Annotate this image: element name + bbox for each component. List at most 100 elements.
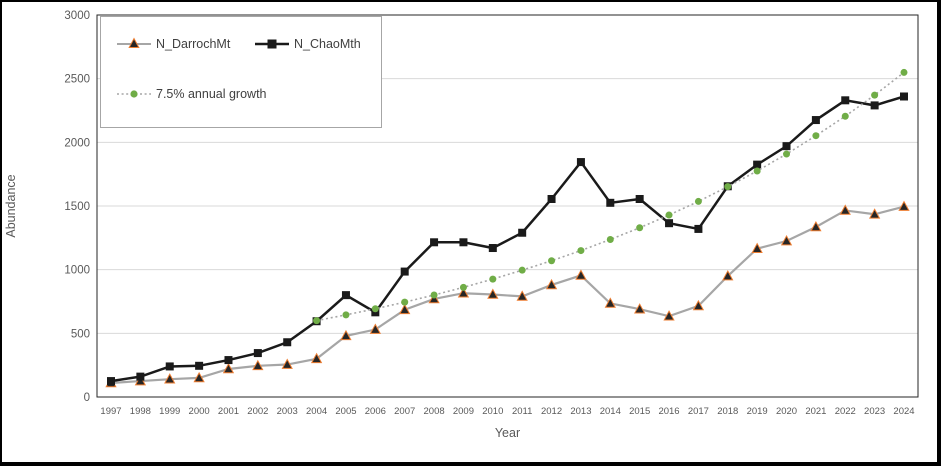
- x-tick-label: 2000: [189, 406, 210, 417]
- chaomth-point: [694, 224, 703, 233]
- legend-row-2: 7.5% annual growth: [117, 87, 381, 101]
- legend-label-darrochmt: N_DarrochMt: [156, 37, 231, 51]
- x-tick-label: 2020: [776, 406, 797, 417]
- chaomth-point: [136, 372, 145, 381]
- darrochmt-point: [340, 329, 352, 341]
- growth-point: [694, 197, 702, 205]
- growth-point: [489, 275, 497, 283]
- chaomth-point: [870, 101, 879, 110]
- x-tick-label: 2014: [600, 406, 621, 417]
- chaomth-point: [459, 238, 468, 247]
- x-tick-label: 2011: [512, 406, 532, 417]
- x-tick-label: 2008: [424, 406, 445, 417]
- legend-item-growth: 7.5% annual growth: [117, 87, 267, 101]
- chaomth-point: [488, 244, 497, 253]
- darrochmt-point: [663, 310, 675, 321]
- darrochmt-point: [222, 362, 235, 374]
- darrochmt-point: [369, 323, 381, 334]
- x-tick-label: 2016: [658, 406, 679, 417]
- chaomth-point: [107, 377, 115, 386]
- darrochmt-point: [487, 288, 499, 299]
- chaomth-point: [195, 361, 204, 370]
- darrochmt-point: [575, 269, 587, 280]
- darrochmt-point: [810, 220, 822, 232]
- darrochmt-point: [164, 373, 176, 384]
- growth-point: [577, 247, 585, 255]
- darrochmt-point: [604, 297, 616, 308]
- y-tick-label: 2500: [64, 74, 90, 86]
- growth-point: [313, 317, 321, 325]
- growth-point: [665, 211, 673, 219]
- growth-point: [548, 257, 556, 265]
- legend: N_DarrochMt N_ChaoMth 7.5% annual growth: [100, 16, 382, 128]
- y-tick-label: 0: [84, 392, 90, 404]
- chaomth-point: [253, 349, 262, 358]
- y-tick-label: 1000: [64, 265, 90, 277]
- chaomth-point: [341, 291, 350, 300]
- chaomth-point: [576, 158, 585, 167]
- darrochmt-point: [457, 287, 470, 298]
- y-tick-label: 3000: [64, 10, 90, 22]
- growth-point: [459, 283, 467, 291]
- growth-dotted-marker-icon: [117, 90, 151, 98]
- x-tick-label: 2024: [893, 406, 914, 417]
- x-tick-label: 2017: [688, 406, 709, 417]
- x-tick-label: 2010: [482, 406, 503, 417]
- chaomth-point: [782, 142, 791, 151]
- legend-item-chaomth: N_ChaoMth: [255, 37, 361, 51]
- legend-row-1: N_DarrochMt N_ChaoMth: [117, 37, 381, 51]
- x-tick-label: 2007: [394, 406, 415, 417]
- darrochmt-point: [751, 242, 763, 253]
- x-tick-label: 1997: [100, 406, 121, 417]
- darrochmt-point: [868, 208, 881, 219]
- darrochmt-point: [193, 371, 205, 383]
- chaomth-point: [518, 228, 527, 237]
- x-tick-label: 2018: [717, 406, 738, 417]
- x-tick-label: 2002: [247, 406, 268, 417]
- chaomth-point: [224, 356, 233, 365]
- chaomth-point: [430, 238, 439, 247]
- chaomth-point: [811, 116, 820, 125]
- darrochmt-point: [281, 358, 293, 369]
- darrochmt-point: [634, 303, 646, 314]
- legend-item-darrochmt: N_DarrochMt: [117, 37, 255, 51]
- growth-point: [636, 224, 644, 232]
- growth-point: [812, 132, 820, 140]
- x-tick-label: 2021: [805, 406, 826, 417]
- x-tick-label: 2015: [629, 406, 650, 417]
- growth-point: [841, 112, 849, 120]
- x-tick-label: 2009: [453, 406, 474, 417]
- y-axis-title: Abundance: [4, 174, 18, 238]
- chaomth-point: [400, 267, 409, 276]
- chaomth-point: [547, 194, 556, 203]
- darrochmt-point: [516, 290, 528, 301]
- series-line-N_ChaoMth: [110, 95, 905, 383]
- darrochmt-point: [310, 352, 323, 364]
- darrochmt-point: [545, 278, 558, 290]
- growth-point: [518, 266, 526, 274]
- x-tick-label: 2012: [541, 406, 562, 417]
- darrochmt-point: [252, 359, 264, 371]
- darrochmt-point: [898, 200, 910, 211]
- x-tick-label: 2022: [835, 406, 856, 417]
- y-tick-label: 1500: [64, 201, 90, 213]
- legend-label-chaomth: N_ChaoMth: [294, 37, 361, 51]
- x-tick-label: 2001: [218, 406, 239, 417]
- x-tick-label: 2023: [864, 406, 885, 417]
- x-tick-label: 2013: [570, 406, 591, 417]
- series-line-7.5% annual growth: [316, 71, 905, 322]
- chaomth-point: [165, 362, 174, 371]
- series-line-N_DarrochMt: [110, 205, 905, 385]
- chaomth-square-marker-icon: [255, 39, 289, 49]
- growth-point: [606, 235, 614, 243]
- chaomth-point: [665, 219, 674, 228]
- growth-point: [900, 68, 908, 76]
- chaomth-point: [371, 308, 380, 317]
- legend-label-growth: 7.5% annual growth: [156, 87, 267, 101]
- growth-point: [724, 183, 732, 191]
- chaomth-point: [635, 194, 644, 203]
- growth-point: [371, 305, 379, 313]
- chaomth-point: [606, 198, 615, 207]
- chaomth-point: [900, 92, 908, 101]
